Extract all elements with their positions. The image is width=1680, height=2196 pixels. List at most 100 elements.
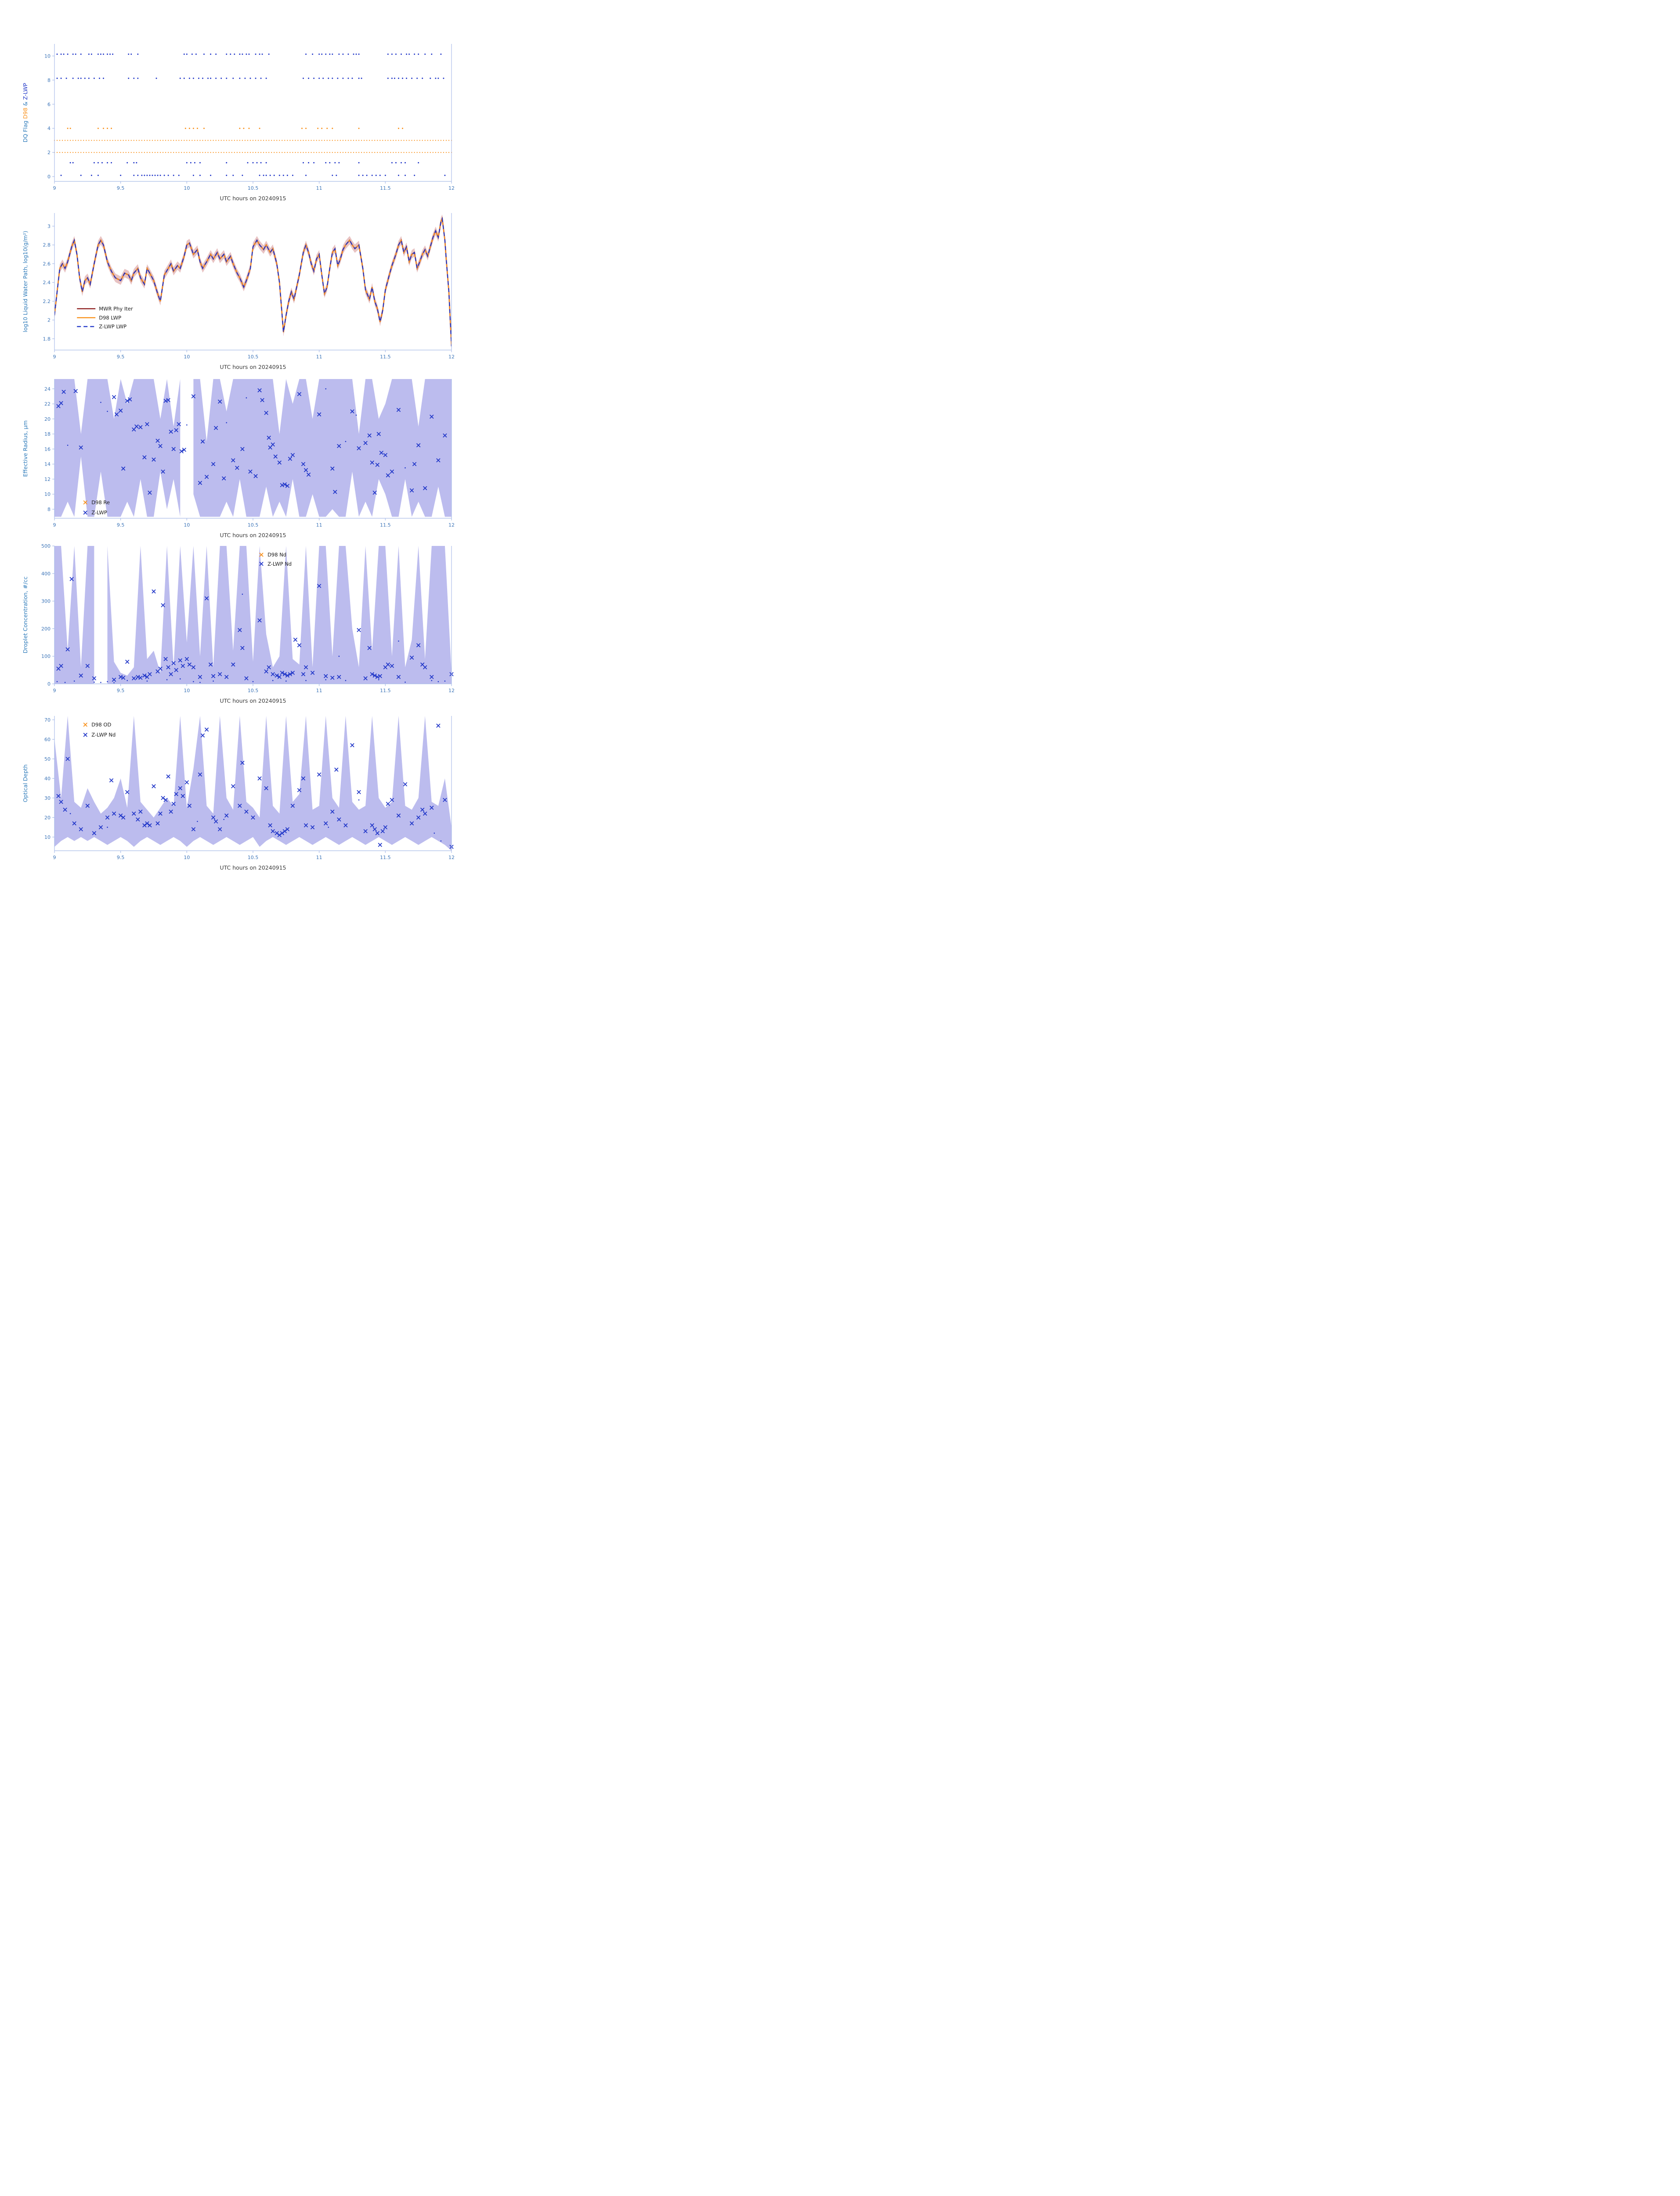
legend: D98 Re Z-LWP xyxy=(83,499,110,516)
lwp-uncertainty-band xyxy=(54,214,452,350)
y-axis-label: Effective Radius, µm xyxy=(22,420,29,477)
x-tick-label: 11.5 xyxy=(380,688,391,693)
y-tick-label: 500 xyxy=(41,543,51,549)
y-tick-label: 14 xyxy=(44,462,51,467)
y-tick-label: 12 xyxy=(44,477,51,482)
point-dots xyxy=(56,593,446,683)
y-tick-label: 0 xyxy=(47,681,51,687)
x-tick-label: 11 xyxy=(316,354,322,360)
legend-label: Z-LWP LWP xyxy=(99,324,126,330)
y-tick-label: 10 xyxy=(44,53,51,59)
legend-label: D98 LWP xyxy=(99,314,121,321)
x-tick-label: 10.5 xyxy=(248,185,259,191)
y-tick-label: 2.6 xyxy=(43,261,51,267)
x-tick-label: 12 xyxy=(448,522,455,528)
x-tick-label: 10.5 xyxy=(248,688,259,693)
x-tick-label: 11.5 xyxy=(380,855,391,860)
x-tick-label: 10 xyxy=(184,185,190,191)
y-tick-label: 2.2 xyxy=(43,299,51,304)
x-tick-label: 9.5 xyxy=(117,185,125,191)
uncertainty-band xyxy=(54,716,452,851)
legend-label: MWR Phy Iter xyxy=(99,306,133,312)
y-tick-label: 3 xyxy=(47,224,51,229)
x-axis-label: UTC hours on 20240915 xyxy=(220,195,286,202)
lwp-chart: 9 9.5 10 10.5 11 11.5 12 1.8 2 2.2 2.4 2.6 2.8 3 log10… xyxy=(22,213,455,370)
panel-lwp: 9 9.5 10 10.5 11 11.5 12 1.8 2 2.2 2.4 2.6 2.8 3 log10… xyxy=(0,209,560,374)
y-tick-label: 18 xyxy=(44,431,51,437)
y-tick-label: 8 xyxy=(47,77,51,83)
y-tick-label: 22 xyxy=(44,401,51,407)
x-tick-label: 10 xyxy=(184,522,190,528)
tick-labels: 9 9.5 10 10.5 11 11.5 12 0 100 200 300 400 500 xyxy=(41,543,455,693)
x-tick-label: 12 xyxy=(448,688,455,693)
legend-label: D98 Nd xyxy=(267,552,286,558)
x-tick-label: 11.5 xyxy=(380,354,391,360)
x-tick-label: 10 xyxy=(184,354,190,360)
y-axis-label: Droplet Concentration, #/cc xyxy=(22,576,29,653)
x-tick-label: 11 xyxy=(316,522,322,528)
y-tick-label: 70 xyxy=(44,717,51,723)
axes xyxy=(54,44,452,182)
y-tick-label: 400 xyxy=(41,571,51,577)
x-axis-label: UTC hours on 20240915 xyxy=(220,532,286,538)
point-dots xyxy=(69,799,442,842)
x-axis-label: UTC hours on 20240915 xyxy=(220,864,286,871)
x-tick-label: 11.5 xyxy=(380,522,391,528)
y-tick-label: 50 xyxy=(44,756,51,762)
y-tick-label: 300 xyxy=(41,599,51,604)
y-tick-label: 10 xyxy=(44,491,51,497)
legend: D98 Nd Z-LWP Nd xyxy=(259,552,292,567)
dq-flag-chart: 9 9.5 10 10.5 11 11.5 12 0 2 4 6 8 10 DQ Flag D98 & Z… xyxy=(22,44,455,202)
x-tick-label: 9 xyxy=(53,522,56,528)
y-tick-label: 24 xyxy=(44,386,51,392)
legend-label: D98 Re xyxy=(91,499,110,506)
legend-label: D98 OD xyxy=(91,722,111,728)
x-tick-label: 10 xyxy=(184,855,190,860)
y-tick-label: 1.8 xyxy=(43,336,51,342)
panel-dq-flag: 9 9.5 10 10.5 11 11.5 12 0 2 4 6 8 10 DQ Flag D98 & Z… xyxy=(0,40,560,205)
y-tick-label: 0 xyxy=(47,174,51,180)
y-tick-label: 10 xyxy=(44,834,51,840)
panel-optical-depth: 9 9.5 10 10.5 11 11.5 12 10 20 30 40 50 60 70 Optical … xyxy=(0,712,560,874)
droplet-concentration-chart: 9 9.5 10 10.5 11 11.5 12 0 100 200 300 400 500 Drople… xyxy=(22,543,455,704)
y-axis-label: Optical Depth xyxy=(22,764,29,802)
lwp-series xyxy=(54,217,452,347)
x-tick-label: 9 xyxy=(53,185,56,191)
x-tick-label: 11 xyxy=(316,688,322,693)
y-tick-label: 100 xyxy=(41,654,51,659)
x-tick-label: 10.5 xyxy=(248,354,259,360)
x-axis-label: UTC hours on 20240915 xyxy=(220,364,286,370)
x-tick-label: 12 xyxy=(448,185,455,191)
effective-radius-chart: 9 9.5 10 10.5 11 11.5 12 8 10 12 14 16 18 20 22 24 Effec… xyxy=(22,379,455,538)
z-lwp-markers xyxy=(56,388,447,495)
tick-labels: 9 9.5 10 10.5 11 11.5 12 8 10 12 14 16 18 20 22 24 xyxy=(44,386,455,528)
y-tick-label: 6 xyxy=(47,101,51,107)
x-tick-label: 9 xyxy=(53,855,56,860)
legend: D98 OD Z-LWP Nd xyxy=(83,722,116,738)
uncertainty-band xyxy=(54,379,452,517)
legend-label: Z-LWP xyxy=(91,509,107,516)
y-tick-label: 200 xyxy=(41,626,51,632)
x-tick-label: 11.5 xyxy=(380,185,391,191)
legend-label: Z-LWP Nd xyxy=(91,732,116,738)
x-tick-label: 11 xyxy=(316,855,322,860)
x-tick-label: 10.5 xyxy=(248,855,259,860)
y-tick-label: 2 xyxy=(47,150,51,155)
x-tick-label: 12 xyxy=(448,354,455,360)
y-axis-label: log10 Liquid Water Path, log10(g/m²) xyxy=(22,231,29,332)
y-tick-label: 60 xyxy=(44,737,51,742)
dq-flag-points xyxy=(54,53,452,176)
x-tick-label: 9.5 xyxy=(117,522,125,528)
tick-labels: 9 9.5 10 10.5 11 11.5 12 0 2 4 6 8 10 xyxy=(44,53,455,191)
x-tick-label: 9 xyxy=(53,688,56,693)
y-tick-label: 20 xyxy=(44,416,51,422)
legend-label: Z-LWP Nd xyxy=(267,561,292,567)
legend: MWR Phy Iter D98 LWP Z-LWP LWP xyxy=(77,306,133,330)
x-tick-label: 9.5 xyxy=(117,354,125,360)
tick-labels: 9 9.5 10 10.5 11 11.5 12 10 20 30 40 50 60 70 xyxy=(44,717,455,860)
x-tick-label: 9.5 xyxy=(117,855,125,860)
x-tick-label: 11 xyxy=(316,185,322,191)
x-tick-label: 10 xyxy=(184,688,190,693)
y-tick-label: 40 xyxy=(44,776,51,781)
y-tick-label: 30 xyxy=(44,795,51,801)
